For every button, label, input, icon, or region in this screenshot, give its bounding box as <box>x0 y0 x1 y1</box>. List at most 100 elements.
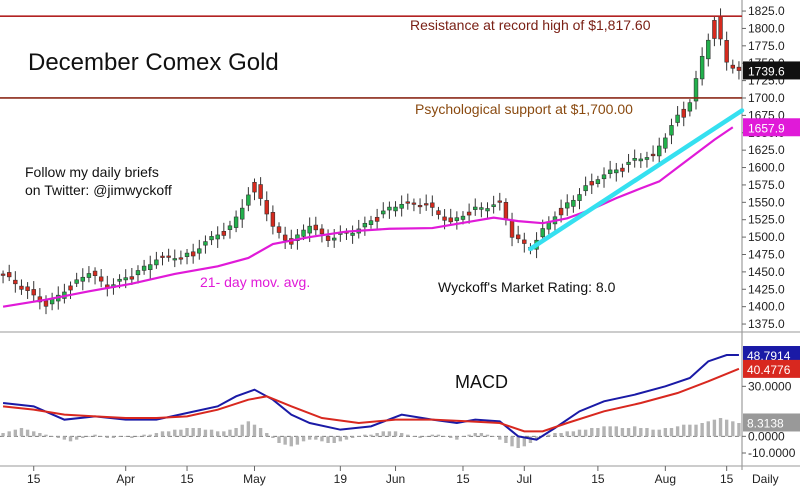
macd-histogram-bar <box>93 434 97 437</box>
candle-body <box>258 184 263 199</box>
candle-body <box>589 181 594 186</box>
candle-body <box>246 194 251 206</box>
macd-histogram-bar <box>301 436 306 442</box>
candle-body <box>657 145 662 157</box>
candle-body <box>190 251 196 257</box>
price-tick-label: 1375.0 <box>748 317 785 331</box>
candle-body <box>381 210 386 215</box>
macd-tick-label: -10.0000 <box>748 446 796 460</box>
macd-histogram-bar <box>13 429 18 437</box>
candle-body <box>160 255 165 258</box>
macd-histogram-bar <box>271 436 275 438</box>
macd-value-badge <box>743 346 800 365</box>
price-tick-label: 1775.0 <box>748 39 785 53</box>
macd-value-label: 40.4776 <box>747 363 791 377</box>
macd-histogram-bar <box>173 429 177 437</box>
candle-body <box>141 265 147 271</box>
resistance-label: Resistance at record high of $1,817.60 <box>410 17 651 33</box>
macd-histogram-bar <box>124 436 128 437</box>
candle-body <box>270 212 276 227</box>
macd-histogram-bar <box>332 436 336 443</box>
candle-body <box>172 258 177 261</box>
support-label: Psychological support at $1,700.00 <box>415 101 633 117</box>
candle-body <box>325 235 331 241</box>
macd-histogram-bar <box>700 423 704 437</box>
price-tick-label: 1825.0 <box>748 4 785 18</box>
candle-body <box>626 161 631 165</box>
macd-tick-label: 30.0000 <box>748 379 792 393</box>
overlays: December Comex Gold Follow my daily brie… <box>25 49 616 392</box>
candle-body <box>276 226 282 233</box>
macd-histogram-bar <box>412 436 416 437</box>
x-tick-label: 15 <box>591 472 605 486</box>
macd-histogram-bar <box>338 436 343 442</box>
macd-histogram-bar <box>430 434 435 437</box>
macd-histogram-bar <box>111 436 116 438</box>
price-tick-label: 1625.0 <box>748 143 785 157</box>
x-axis-suffix: Daily <box>752 472 779 486</box>
macd-histogram-bar <box>216 431 220 437</box>
macd-histogram-bar <box>166 431 171 437</box>
candle-body <box>123 277 128 281</box>
x-tick-label: 15 <box>180 472 194 486</box>
candle-body <box>509 219 515 238</box>
price-tick-label: 1800.0 <box>748 21 785 35</box>
candle-body <box>203 241 208 246</box>
macd-histogram-bar <box>246 421 251 437</box>
candle-body <box>221 230 227 236</box>
candle-body <box>736 66 742 71</box>
macd-histogram-bar <box>87 436 91 437</box>
x-tick-label: 15 <box>27 472 41 486</box>
macd-histogram-bar <box>7 431 11 437</box>
candle-body <box>197 248 202 254</box>
macd-histogram-bar <box>234 428 238 437</box>
macd-histogram-bar <box>56 436 60 438</box>
macd-histogram-bar <box>583 429 588 437</box>
macd-histogram-bar <box>393 431 398 437</box>
candle-body <box>148 264 153 270</box>
macd-histogram-bar <box>369 434 373 437</box>
macd-histogram-bar <box>461 436 465 437</box>
macd-histogram-bar <box>381 431 385 437</box>
macd-histogram-bar <box>590 428 594 437</box>
macd-histogram-bar <box>553 433 557 437</box>
macd-histogram-bar <box>222 431 226 437</box>
macd-histogram-bar <box>252 424 257 437</box>
macd-histogram-bar <box>504 436 508 443</box>
price-tick-label: 1425.0 <box>748 282 785 296</box>
candle-body <box>607 169 613 174</box>
macd-histogram-bar <box>516 436 520 448</box>
candle-body <box>601 174 607 180</box>
macd-histogram-bar <box>657 429 661 437</box>
candle-body <box>184 252 190 257</box>
candle-body <box>620 167 625 172</box>
candle-body <box>362 222 368 228</box>
macd-histogram-bar <box>620 428 625 437</box>
candle-body <box>307 225 312 234</box>
macd-histogram-bar <box>191 428 195 437</box>
macd-line <box>2 354 739 441</box>
macd-histogram-bar <box>626 428 631 437</box>
candle-body <box>43 300 49 307</box>
macd-histogram-bar <box>399 433 404 437</box>
macd-histogram-bar <box>350 436 355 438</box>
x-tick-label: Jul <box>517 472 532 486</box>
macd-histogram-bar <box>357 436 361 437</box>
macd-histogram-bar <box>724 419 729 437</box>
candle-body <box>301 229 306 237</box>
candle-body <box>583 185 588 192</box>
candle-body <box>663 137 668 149</box>
candle-body <box>479 207 484 210</box>
candle-body <box>442 216 447 221</box>
macd-histogram-bar <box>81 436 85 438</box>
macd-histogram-bar <box>651 429 655 437</box>
macd-histogram-bar <box>706 421 710 437</box>
candle-body <box>644 157 650 160</box>
candle-body <box>374 216 380 222</box>
macd-histogram-bar <box>473 433 477 437</box>
candle-body <box>178 257 184 260</box>
macd-histogram-bar <box>675 426 680 437</box>
candle-body <box>135 270 141 276</box>
price-tick-label: 1400.0 <box>748 300 785 314</box>
